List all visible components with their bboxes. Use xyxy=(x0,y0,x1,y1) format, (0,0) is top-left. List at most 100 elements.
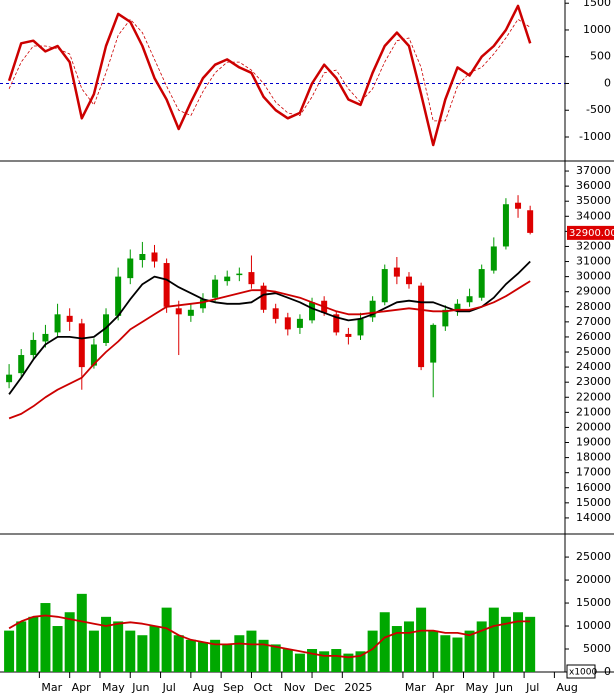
x-tick-label: Jun xyxy=(131,681,149,694)
candle-body xyxy=(139,253,146,261)
y-tick-label: 19000 xyxy=(576,436,611,449)
y-tick-label: 26000 xyxy=(576,330,611,343)
volume-bar xyxy=(246,630,257,672)
volume-bar xyxy=(403,621,414,672)
candle-body xyxy=(199,299,206,309)
price-tag-label: 32900.00 xyxy=(569,228,614,239)
volume-bar xyxy=(210,639,221,672)
candle-body xyxy=(6,374,13,383)
candle-body xyxy=(393,267,400,277)
candle-body xyxy=(502,204,509,247)
y-tick-label: 0 xyxy=(604,76,611,89)
candle-body xyxy=(381,269,388,303)
line-series xyxy=(8,18,531,122)
x-tick-label: Jul xyxy=(525,681,539,694)
y-tick-label: 500 xyxy=(590,50,611,63)
x-tick-label: Aug xyxy=(193,681,214,694)
candle-body xyxy=(18,355,25,374)
volume-bar xyxy=(125,630,136,672)
y-tick-label: 34000 xyxy=(576,209,611,222)
volume-bar xyxy=(64,612,75,672)
x-tick-label: Nov xyxy=(284,681,306,694)
candle-body xyxy=(309,302,316,321)
candle-body xyxy=(115,276,122,316)
y-tick-label: 30000 xyxy=(576,270,611,283)
y-tick-label: 18000 xyxy=(576,451,611,464)
volume-bar xyxy=(197,642,208,672)
y-tick-label: 36000 xyxy=(576,179,611,192)
y-tick-label: 22000 xyxy=(576,390,611,403)
y-tick-label: 17000 xyxy=(576,466,611,479)
y-tick-label: 25000 xyxy=(576,345,611,358)
candle-body xyxy=(54,314,61,333)
volume-bar xyxy=(28,616,39,672)
volume-bar xyxy=(234,635,245,672)
y-tick-label: 23000 xyxy=(576,375,611,388)
volume-bar xyxy=(440,635,451,672)
volume-bar xyxy=(307,649,318,672)
y-tick-label: 1500 xyxy=(583,0,611,9)
volume-bar xyxy=(428,630,439,672)
x-tick-label: Apr xyxy=(72,681,92,694)
y-tick-label: 20000 xyxy=(576,420,611,433)
candle-body xyxy=(345,333,352,337)
candle-body xyxy=(260,285,267,310)
volume-bar xyxy=(294,653,305,672)
y-tick-label: 21000 xyxy=(576,405,611,418)
candle-body xyxy=(66,315,73,322)
x-tick-label: Dec xyxy=(314,681,335,694)
candle-body xyxy=(296,318,303,328)
volume-bar xyxy=(149,626,160,672)
y-tick-label: 28000 xyxy=(576,300,611,313)
line-series xyxy=(8,614,531,659)
volume-bar xyxy=(391,626,402,672)
candle-body xyxy=(405,276,412,285)
y-tick-label: 37000 xyxy=(576,164,611,177)
candle-body xyxy=(369,300,376,318)
candle-body xyxy=(127,258,134,279)
volume-bar xyxy=(513,612,524,672)
candle-body xyxy=(515,202,522,209)
candle-body xyxy=(30,339,37,356)
volume-bar xyxy=(185,639,196,672)
x-tick-label: Apr xyxy=(435,681,455,694)
candle-body xyxy=(272,308,279,319)
volume-bar xyxy=(525,616,536,672)
y-tick-label: 15000 xyxy=(576,596,611,609)
x-tick-label: May xyxy=(102,681,125,694)
volume-bar xyxy=(488,607,499,672)
volume-bar xyxy=(355,651,366,672)
volume-bar xyxy=(379,612,390,672)
candle-body xyxy=(236,273,243,276)
volume-bar xyxy=(343,653,354,672)
x-tick-label: May xyxy=(466,681,489,694)
volume-bar xyxy=(500,616,511,672)
x-tick-label: 2025 xyxy=(344,681,372,694)
volume-bar xyxy=(319,651,330,672)
y-tick-label: 0 xyxy=(604,665,611,678)
volume-bar xyxy=(452,637,463,672)
y-tick-label: 27000 xyxy=(576,315,611,328)
volume-bar xyxy=(4,630,15,672)
volume-bar xyxy=(258,639,269,672)
candle-body xyxy=(90,344,97,366)
candle-body xyxy=(490,246,497,271)
candle-body xyxy=(284,317,291,330)
y-tick-label: 24000 xyxy=(576,360,611,373)
line-series xyxy=(7,4,532,147)
candle-body xyxy=(478,269,485,298)
x-tick-label: Aug xyxy=(556,681,577,694)
y-tick-label: 32000 xyxy=(576,239,611,252)
x-tick-label: Mar xyxy=(41,681,62,694)
x-tick-label: Jun xyxy=(495,681,513,694)
volume-bar xyxy=(173,635,184,672)
y-tick-label: 15000 xyxy=(576,496,611,509)
y-tick-label: 1000 xyxy=(583,23,611,36)
candle-body xyxy=(78,323,85,368)
volume-bar xyxy=(101,616,112,672)
candle-body xyxy=(430,324,437,363)
volume-bar xyxy=(282,649,293,672)
candle-body xyxy=(163,263,170,307)
